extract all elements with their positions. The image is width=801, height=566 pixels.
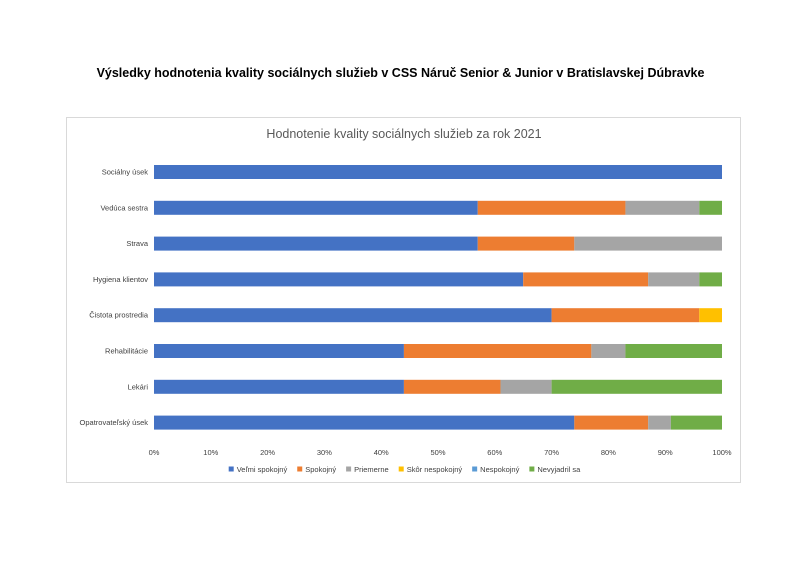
bars-layer xyxy=(154,165,722,430)
bar-segment xyxy=(699,308,722,323)
bar-segment xyxy=(403,344,592,358)
x-tick-label: 20% xyxy=(260,448,275,457)
x-tick-label: 80% xyxy=(601,448,616,457)
category-label: Vedúca sestra xyxy=(100,203,148,212)
bar-segment xyxy=(154,344,404,358)
bar-segment xyxy=(523,272,649,287)
page-title: Výsledky hodnotenia kvality sociálnych s… xyxy=(96,66,705,80)
bar-segment xyxy=(551,308,700,323)
x-tick-labels: 0% 10% 20% 30% 40% 50% 60% 70% 80% 90% 100% xyxy=(149,448,732,457)
bar-segment xyxy=(551,379,722,394)
bar-segment xyxy=(154,379,404,394)
category-label: Opatrovateľský úsek xyxy=(80,418,149,427)
category-label: Sociálny úsek xyxy=(102,168,149,177)
bar-segment xyxy=(648,415,671,430)
bar-segment xyxy=(154,272,524,287)
bar-segment xyxy=(154,236,478,251)
bar-segment xyxy=(403,379,501,394)
bar-segment xyxy=(154,308,552,323)
legend-label: Priemerne xyxy=(354,465,389,474)
legend: Veľmi spokojný Spokojný Priemerne Skôr nesp… xyxy=(228,465,581,474)
x-tick-label: 60% xyxy=(487,448,502,457)
bar-segment xyxy=(625,200,700,215)
x-tick-label: 70% xyxy=(544,448,559,457)
bar-segment xyxy=(699,272,722,287)
legend-label: Veľmi spokojný xyxy=(237,465,288,474)
bar-segment xyxy=(154,415,575,430)
bar-segment xyxy=(625,344,722,358)
legend-swatch xyxy=(346,466,352,472)
chart-frame: Hodnotenie kvality sociálnych služieb za… xyxy=(66,117,741,483)
x-tick-label: 100% xyxy=(712,448,732,457)
bar-segment xyxy=(574,415,649,430)
legend-swatch xyxy=(228,466,234,472)
bar-segment xyxy=(154,165,722,179)
x-tick-label: 90% xyxy=(658,448,673,457)
bar-segment xyxy=(154,200,478,215)
legend-swatch xyxy=(472,466,478,472)
bar-segment xyxy=(699,200,722,215)
bar-segment xyxy=(500,379,552,394)
category-label: Hygiena klientov xyxy=(93,275,148,284)
category-labels: Sociálny úsek Vedúca sestra Strava Hygiena … xyxy=(80,168,149,428)
bar-segment xyxy=(670,415,722,430)
category-label: Rehabilitácie xyxy=(105,347,148,356)
x-tick-label: 10% xyxy=(203,448,218,457)
bar-segment xyxy=(591,344,626,358)
legend-label: Nevyjadril sa xyxy=(537,465,581,474)
legend-swatch xyxy=(297,466,303,472)
bar-segment xyxy=(477,236,575,251)
x-tick-label: 40% xyxy=(374,448,389,457)
legend-label: Nespokojný xyxy=(480,465,519,474)
legend-swatch xyxy=(398,466,404,472)
x-tick-label: 50% xyxy=(430,448,445,457)
chart-svg: Hodnotenie kvality sociálnych služieb za… xyxy=(80,127,732,474)
category-label: Lekári xyxy=(128,382,149,391)
bar-segment xyxy=(574,236,722,251)
category-label: Čistota prostredia xyxy=(89,311,149,320)
legend-label: Spokojný xyxy=(305,465,336,474)
legend-label: Skôr nespokojný xyxy=(407,465,463,474)
legend-swatch xyxy=(529,466,535,472)
bar-segment xyxy=(648,272,700,287)
category-label: Strava xyxy=(126,239,149,248)
x-tick-label: 30% xyxy=(317,448,332,457)
x-tick-label: 0% xyxy=(149,448,160,457)
bar-segment xyxy=(477,200,626,215)
chart-title: Hodnotenie kvality sociálnych služieb za… xyxy=(266,127,541,141)
